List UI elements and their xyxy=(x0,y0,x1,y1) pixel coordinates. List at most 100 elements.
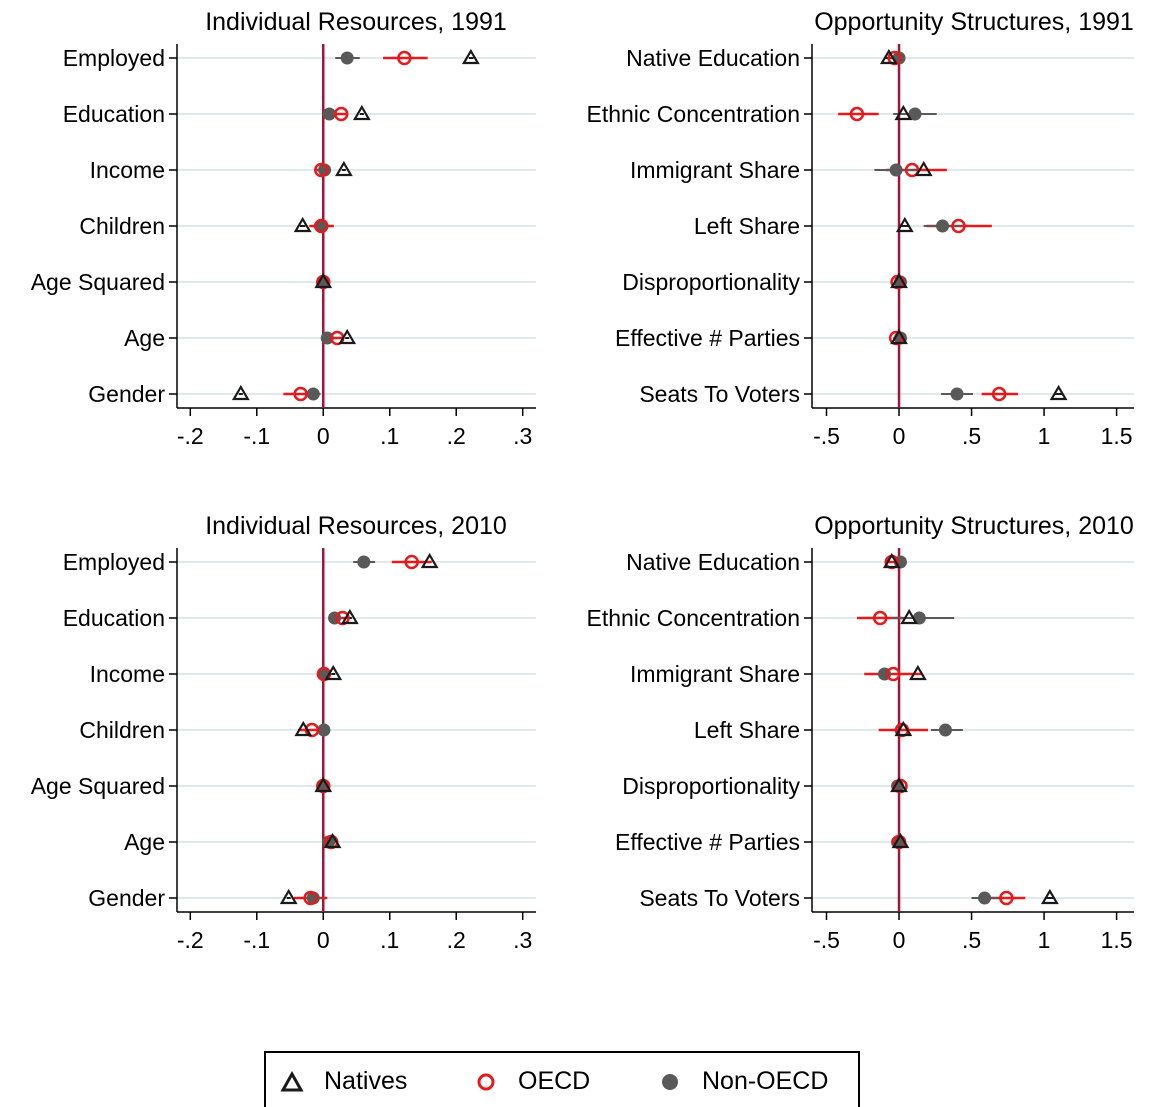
point-nonoecd xyxy=(950,387,964,401)
x-tick-label: 0 xyxy=(893,927,906,953)
point-oecd xyxy=(885,666,901,682)
point-nonoecd xyxy=(936,219,950,233)
y-tick-label: Education xyxy=(63,605,165,631)
point-natives xyxy=(323,832,342,849)
point-natives xyxy=(879,48,898,65)
y-tick-label: Age Squared xyxy=(31,269,165,295)
point-natives xyxy=(314,776,333,793)
y-tick-label: Immigrant Share xyxy=(630,661,800,687)
x-tick-label: .2 xyxy=(447,927,466,953)
point-natives xyxy=(890,776,908,793)
y-tick-label: Gender xyxy=(88,381,165,407)
point-natives xyxy=(914,160,933,177)
point-natives xyxy=(1040,888,1059,905)
x-tick-label: 0 xyxy=(317,423,330,449)
y-tick-label: Employed xyxy=(63,549,165,575)
legend-label-oecd: OECD xyxy=(518,1067,591,1095)
x-tick-label: -.1 xyxy=(243,927,270,953)
point-oecd xyxy=(849,106,865,122)
point-natives xyxy=(895,216,914,233)
point-natives xyxy=(231,384,250,401)
hollow-circle-icon xyxy=(477,1073,495,1090)
y-tick-label: Age xyxy=(124,325,165,351)
x-tick-label: 1.5 xyxy=(1101,927,1133,953)
point-oecd xyxy=(397,50,412,66)
y-tick-label: Ethnic Concentration xyxy=(586,605,800,631)
point-natives xyxy=(894,104,913,121)
legend-item-natives: Natives xyxy=(280,1067,407,1096)
point-oecd xyxy=(991,386,1007,402)
x-tick-label: -.5 xyxy=(813,423,840,449)
legend: Natives OECD Non-OECD xyxy=(264,1051,860,1107)
y-tick-label: Disproportionality xyxy=(622,269,800,295)
point-nonoecd xyxy=(322,107,336,121)
y-tick-label: Age xyxy=(124,829,165,855)
y-tick-label: Children xyxy=(79,717,165,743)
y-tick-label: Effective # Parties xyxy=(615,325,800,351)
point-natives xyxy=(420,552,439,569)
x-tick-label: -.2 xyxy=(177,423,204,449)
point-oecd xyxy=(303,890,318,906)
legend-label-nonoecd: Non-OECD xyxy=(702,1067,829,1095)
y-tick-label: Seats To Voters xyxy=(639,885,800,911)
x-tick-label: 1.5 xyxy=(1101,423,1133,449)
chart-title: Individual Resources, 2010 xyxy=(205,512,507,540)
point-nonoecd xyxy=(889,163,903,177)
point-oecd xyxy=(293,386,308,402)
point-natives xyxy=(890,272,908,289)
x-tick-label: -.2 xyxy=(177,927,204,953)
y-tick-label: Ethnic Concentration xyxy=(586,101,800,127)
y-tick-label: Native Education xyxy=(626,549,800,575)
point-oecd xyxy=(314,162,329,178)
point-natives xyxy=(352,104,371,121)
y-tick-label: Gender xyxy=(88,885,165,911)
chart-panel-4: Opportunity Structures, 2010 Native Educa… xyxy=(586,512,1134,953)
y-tick-label: Disproportionality xyxy=(622,773,800,799)
point-natives xyxy=(314,272,333,289)
x-tick-label: .2 xyxy=(447,423,466,449)
point-nonoecd xyxy=(908,107,922,121)
point-nonoecd xyxy=(938,723,952,737)
x-tick-label: -.5 xyxy=(813,927,840,953)
y-tick-label: Education xyxy=(63,101,165,127)
point-oecd xyxy=(904,162,920,178)
x-tick-label: 0 xyxy=(317,927,330,953)
y-tick-label: Effective # Parties xyxy=(615,829,800,855)
y-tick-label: Children xyxy=(79,213,165,239)
chart-title: Opportunity Structures, 1991 xyxy=(814,8,1134,36)
triangle-icon xyxy=(280,1070,304,1091)
point-natives xyxy=(882,552,901,569)
y-tick-label: Employed xyxy=(63,45,165,71)
point-natives xyxy=(324,664,343,681)
point-nonoecd xyxy=(306,387,320,401)
x-tick-label: 0 xyxy=(893,423,906,449)
point-natives xyxy=(890,328,908,345)
y-tick-label: Immigrant Share xyxy=(630,157,800,183)
point-oecd xyxy=(872,610,888,626)
point-natives xyxy=(279,888,298,905)
point-natives xyxy=(908,664,927,681)
point-nonoecd xyxy=(317,723,331,737)
x-tick-label: .5 xyxy=(962,927,981,953)
point-natives xyxy=(338,328,357,345)
point-natives xyxy=(334,160,353,177)
chart-panel-3: Individual Resources, 2010 Employed Educat… xyxy=(31,512,536,953)
y-tick-label: Income xyxy=(90,661,165,687)
y-tick-label: Age Squared xyxy=(31,773,165,799)
point-natives xyxy=(1049,384,1068,401)
point-nonoecd xyxy=(978,891,992,905)
point-natives xyxy=(900,608,919,625)
legend-item-nonoecd: Non-OECD xyxy=(658,1067,828,1096)
y-tick-label: Seats To Voters xyxy=(639,381,800,407)
point-nonoecd xyxy=(357,555,371,569)
point-natives xyxy=(294,720,313,737)
point-nonoecd xyxy=(318,163,332,177)
point-natives xyxy=(340,608,359,625)
point-natives xyxy=(891,832,910,849)
point-oecd xyxy=(404,554,419,570)
x-tick-label: .5 xyxy=(962,423,981,449)
point-natives xyxy=(894,720,913,737)
legend-label-natives: Natives xyxy=(324,1067,408,1095)
chart-title: Opportunity Structures, 2010 xyxy=(814,512,1134,540)
